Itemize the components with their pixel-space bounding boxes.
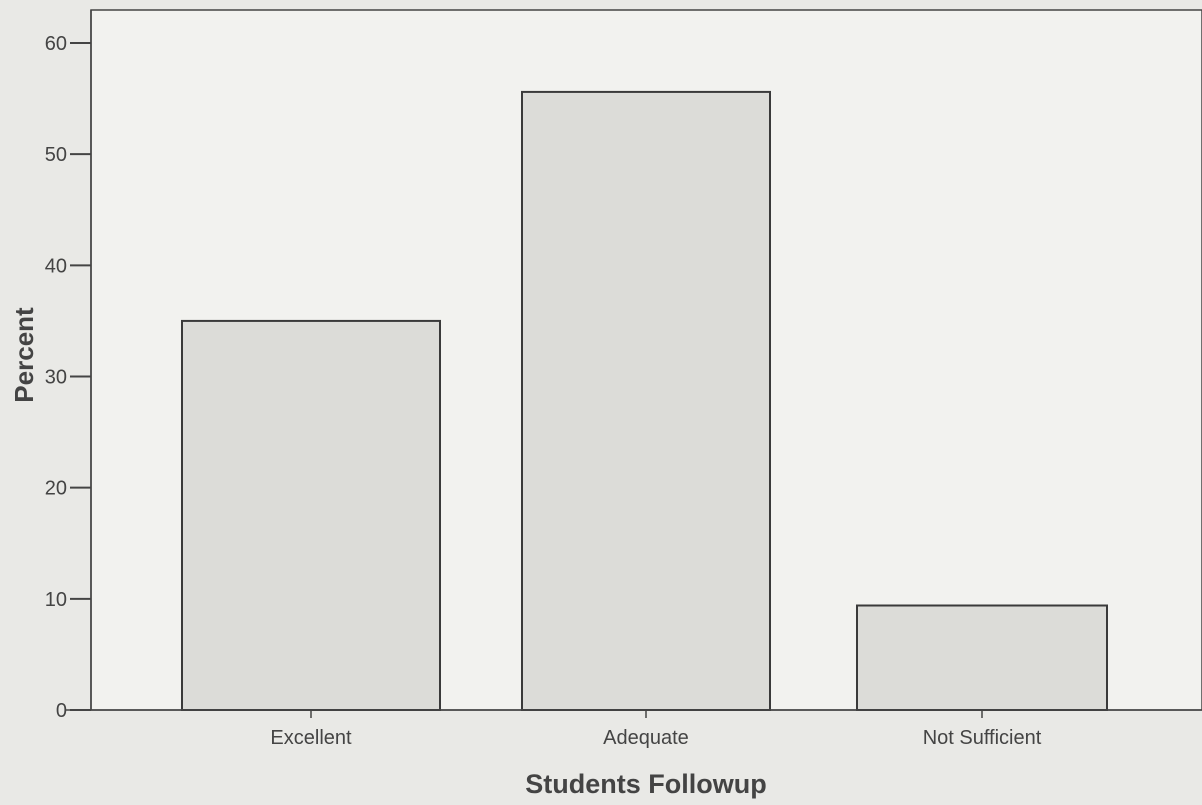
x-axis-ticks: Excellent Adequate Not Sufficient	[270, 710, 1042, 749]
y-tick-label: 50	[45, 144, 67, 166]
y-tick-label: 0	[56, 700, 67, 722]
y-tick-label: 30	[45, 367, 67, 389]
y-tick-label: 10	[45, 589, 67, 611]
bars-group	[181, 90, 1108, 712]
bar-not-sufficient	[856, 604, 1108, 712]
bar-adequate	[521, 90, 771, 711]
y-tick-label: 20	[45, 478, 67, 500]
x-tick-label: Excellent	[270, 727, 352, 749]
y-axis-ticks: 0 10 20 30 40 50 60	[45, 33, 91, 722]
y-tick-label: 60	[45, 33, 67, 55]
y-tick-label: 40	[45, 255, 67, 277]
x-tick-label: Not Sufficient	[923, 727, 1042, 749]
bar-excellent	[181, 319, 441, 711]
x-axis-title: Students Followup	[525, 769, 766, 799]
y-axis-title: Percent	[9, 307, 39, 403]
x-tick-label: Adequate	[603, 727, 689, 749]
